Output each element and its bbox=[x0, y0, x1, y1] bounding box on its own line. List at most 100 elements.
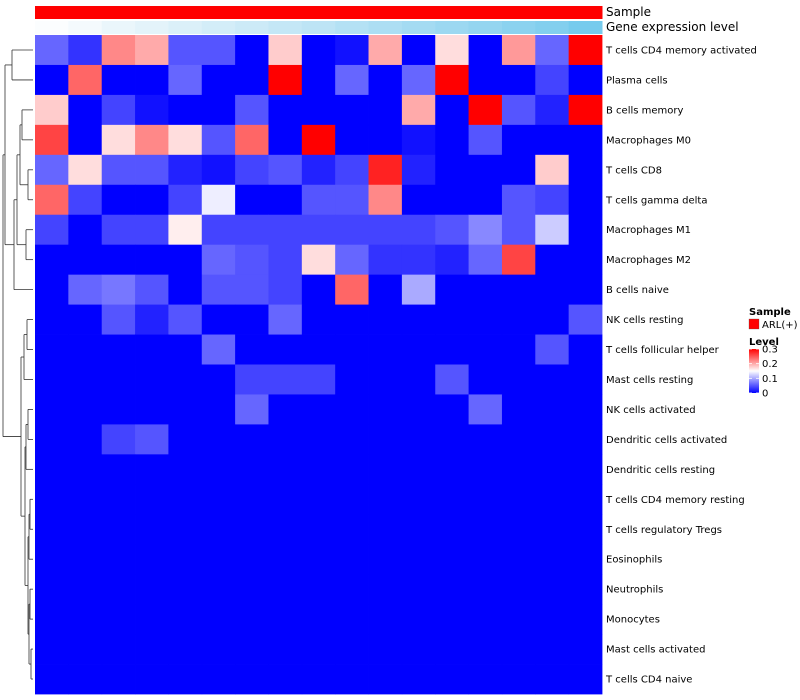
annotation-label-sample: Sample bbox=[606, 5, 651, 19]
column-annotation-bars bbox=[35, 6, 603, 34]
row-label-9: NK cells resting bbox=[606, 315, 683, 326]
row-dendrogram bbox=[2, 49, 33, 680]
heatmap-cell-r15-c7 bbox=[268, 484, 303, 515]
heatmap-cell-r18-c7 bbox=[268, 574, 303, 605]
heatmap-cell-r6-c11 bbox=[401, 214, 436, 246]
heatmap-cell-r19-c16 bbox=[568, 604, 603, 635]
heatmap-cell-r19-c3 bbox=[135, 604, 169, 635]
heatmap-cell-r4-c11 bbox=[401, 154, 436, 186]
heatmap-cell-r14-c3 bbox=[135, 454, 169, 485]
heatmap-cell-r19-c11 bbox=[401, 604, 436, 635]
annotation-cell-sample-2 bbox=[101, 6, 136, 19]
heatmap-cell-r17-c11 bbox=[401, 544, 436, 575]
annotation-cell-sample-7 bbox=[268, 6, 303, 19]
heatmap-cell-r17-c13 bbox=[468, 544, 503, 575]
heatmap-cell-r16-c7 bbox=[268, 514, 303, 545]
row-label-12: NK cells activated bbox=[606, 405, 696, 416]
heatmap-cell-r21-c9 bbox=[335, 664, 369, 695]
heatmap-cell-r15-c6 bbox=[235, 484, 269, 515]
annotation-cell-sample-8 bbox=[301, 6, 336, 19]
heatmap-cell-r0-c4 bbox=[168, 35, 203, 66]
heatmap-cell-r2-c14 bbox=[501, 94, 536, 126]
heatmap-cell-r11-c3 bbox=[135, 364, 169, 395]
row-label-13: Dendritic cells activated bbox=[606, 435, 727, 446]
heatmap-cell-r17-c1 bbox=[68, 544, 103, 575]
row-label-7: Macrophages M2 bbox=[606, 255, 691, 266]
heatmap-cell-r11-c7 bbox=[268, 364, 303, 395]
heatmap-cell-r1-c15 bbox=[535, 64, 570, 96]
heatmap-cell-r2-c2 bbox=[101, 94, 136, 126]
heatmap-cell-r13-c4 bbox=[168, 424, 203, 455]
heatmap-cell-r8-c11 bbox=[401, 274, 436, 305]
heatmap-cell-r0-c6 bbox=[235, 35, 269, 66]
heatmap-cell-r18-c11 bbox=[401, 574, 436, 605]
heatmap-cell-r17-c12 bbox=[435, 544, 469, 575]
heatmap-cell-r20-c15 bbox=[535, 634, 570, 665]
heatmap-cell-r2-c16 bbox=[568, 94, 603, 126]
heatmap-cell-r16-c6 bbox=[235, 514, 269, 545]
heatmap-cell-r13-c14 bbox=[501, 424, 536, 455]
heatmap-cell-r21-c8 bbox=[301, 664, 336, 695]
heatmap-cell-r1-c4 bbox=[168, 64, 203, 96]
heatmap-cell-r11-c13 bbox=[468, 364, 503, 395]
heatmap-cell-r12-c12 bbox=[435, 394, 469, 425]
heatmap-cell-r8-c4 bbox=[168, 274, 203, 305]
heatmap-cell-r6-c10 bbox=[368, 214, 403, 246]
heatmap-cell-r4-c16 bbox=[568, 154, 603, 186]
heatmap-cell-r18-c10 bbox=[368, 574, 403, 605]
heatmap-cell-r13-c10 bbox=[368, 424, 403, 455]
heatmap-cell-r17-c8 bbox=[301, 544, 336, 575]
heatmap-cell-r6-c13 bbox=[468, 214, 503, 246]
heatmap-cell-r10-c7 bbox=[268, 334, 303, 365]
heatmap-cell-r15-c14 bbox=[501, 484, 536, 515]
heatmap-cell-r8-c2 bbox=[101, 274, 136, 305]
heatmap-cell-r9-c9 bbox=[335, 304, 369, 335]
heatmap-cell-r1-c14 bbox=[501, 64, 536, 96]
row-label-21: T cells CD4 naive bbox=[605, 675, 692, 686]
heatmap-cell-r16-c8 bbox=[301, 514, 336, 545]
heatmap-cell-r15-c4 bbox=[168, 484, 203, 515]
heatmap-cell-r0-c7 bbox=[268, 35, 303, 66]
heatmap-cell-r8-c6 bbox=[235, 274, 269, 305]
heatmap-cell-r9-c16 bbox=[568, 304, 603, 335]
heatmap-cell-r2-c7 bbox=[268, 94, 303, 126]
legend-sample-entry: ARL(+) bbox=[762, 320, 798, 331]
heatmap-cell-r17-c4 bbox=[168, 544, 203, 575]
heatmap-cell-r13-c1 bbox=[68, 424, 103, 455]
annotation-cell-sample-10 bbox=[368, 6, 403, 19]
annotation-cell-expression-6 bbox=[235, 21, 269, 34]
heatmap-cell-r9-c7 bbox=[268, 304, 303, 335]
heatmap-cell-r5-c5 bbox=[201, 184, 236, 216]
heatmap-cell-r4-c12 bbox=[435, 154, 469, 186]
heatmap-cell-r17-c14 bbox=[501, 544, 536, 575]
heatmap-cell-r21-c1 bbox=[68, 664, 103, 695]
heatmap-cell-r9-c2 bbox=[101, 304, 136, 335]
heatmap-cell-r17-c7 bbox=[268, 544, 303, 575]
heatmap-cell-r19-c9 bbox=[335, 604, 369, 635]
heatmap-cell-r10-c0 bbox=[35, 334, 69, 365]
row-label-11: Mast cells resting bbox=[606, 375, 693, 386]
row-label-20: Mast cells activated bbox=[606, 645, 705, 656]
heatmap-cell-r20-c5 bbox=[201, 634, 236, 665]
heatmap-cell-r7-c1 bbox=[68, 244, 103, 276]
heatmap-cell-r4-c15 bbox=[535, 154, 570, 186]
heatmap-cell-r3-c15 bbox=[535, 124, 570, 156]
heatmap-cell-r12-c10 bbox=[368, 394, 403, 425]
heatmap-cell-r11-c5 bbox=[201, 364, 236, 395]
heatmap-cell-r14-c10 bbox=[368, 454, 403, 485]
heatmap-cell-r11-c14 bbox=[501, 364, 536, 395]
legend-level-tick-2: 0.1 bbox=[762, 374, 778, 385]
heatmap-cell-r13-c12 bbox=[435, 424, 469, 455]
annotation-cell-expression-2 bbox=[101, 21, 136, 34]
heatmap-cell-r3-c9 bbox=[335, 124, 369, 156]
heatmap-cell-r7-c16 bbox=[568, 244, 603, 276]
annotation-cell-sample-9 bbox=[335, 6, 370, 19]
heatmap-cell-r11-c9 bbox=[335, 364, 369, 395]
heatmap-cell-r0-c15 bbox=[535, 35, 570, 66]
heatmap-cell-r3-c7 bbox=[268, 124, 303, 156]
heatmap-cell-r12-c4 bbox=[168, 394, 203, 425]
heatmap-cell-r21-c16 bbox=[568, 664, 603, 695]
heatmap-cell-r13-c9 bbox=[335, 424, 369, 455]
annotation-cell-sample-3 bbox=[135, 6, 169, 19]
heatmap-cell-r1-c2 bbox=[101, 64, 136, 96]
